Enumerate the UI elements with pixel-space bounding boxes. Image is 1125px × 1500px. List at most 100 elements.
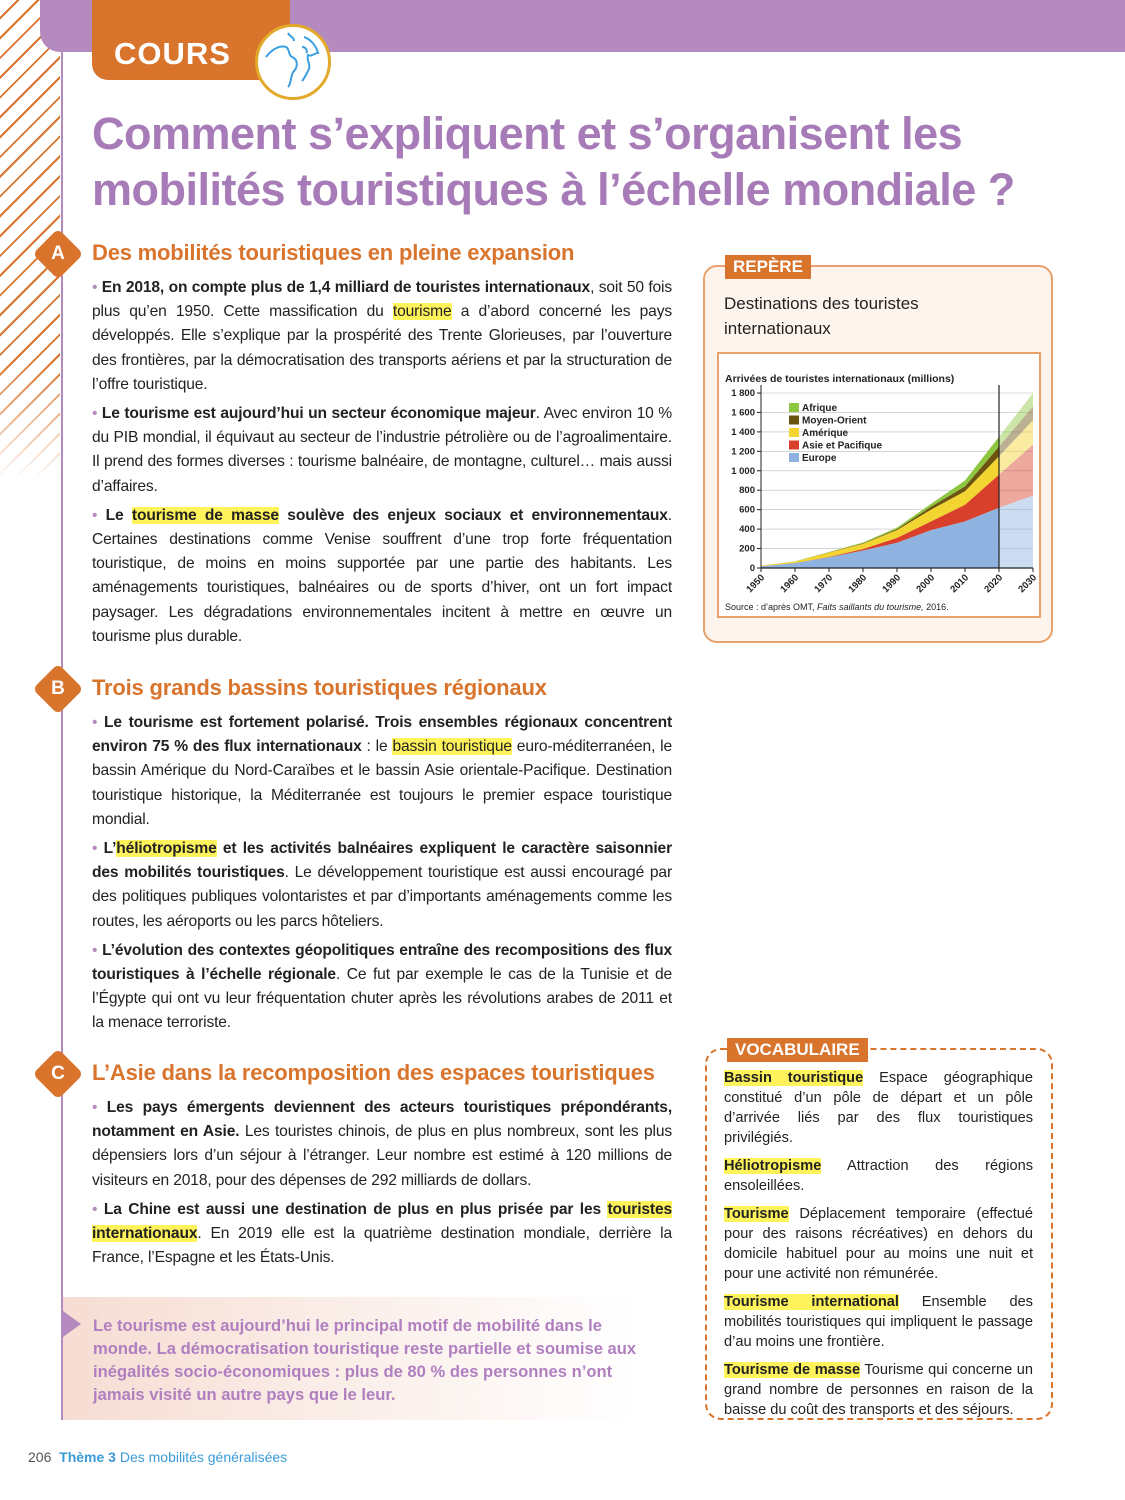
paragraph: • Le tourisme est fortement polarisé. Tr… [92,711,672,832]
x-tick-label: 1970 [812,572,835,595]
text-segment: . Le développement touristique est aussi… [92,864,672,930]
y-tick-label: 1 400 [731,427,755,438]
projection-area-afrique [999,393,1033,447]
x-tick-label: 2010 [948,572,971,595]
vocabulary-item: Tourisme international Ensemble des mobi… [724,1292,1033,1352]
paragraph: • En 2018, on compte plus de 1,4 milliar… [92,276,672,397]
x-tick-label: 1960 [778,572,801,595]
vocabulary-definition: Déplacement temporaire (effectué pour de… [724,1206,1033,1282]
text-segment: . Avec environ 10 % du PIB mondial, il é… [92,405,672,495]
text-segment: : le [361,738,393,756]
text-segment: euro-méditerranéen, le bassin Amérique d… [92,738,673,828]
vocabulary-definition: Espace géographique constitué d’un pôle … [724,1070,1033,1146]
bullet-icon: • [92,714,104,731]
projection-area-am-rique [999,420,1033,475]
bullet-icon: • [92,279,102,296]
text-segment: . En 2019 elle est la quatrième destinat… [92,1225,672,1267]
bullet-icon: • [92,405,102,423]
text-segment: Les touristes chinois, de plus en plus n… [92,1123,672,1189]
highlighted-term: tourisme de masse [131,506,279,524]
vocabulary-item: Tourisme Déplacement temporaire (effectu… [724,1204,1033,1284]
highlighted-term: tourisme [392,303,452,321]
vocabulary-box: VOCABULAIRE Bassin touristique Espace gé… [705,1038,1053,1420]
legend-label: Moyen-Orient [802,416,867,427]
triangle-icon [63,1311,81,1337]
page-number: 206 [28,1449,52,1465]
source-part: Faits saillants du tourisme, [817,602,924,612]
section-letter-badge: C [32,1048,84,1100]
text-segment: Le tourisme est aujourd’hui un secteur é… [101,405,536,423]
legend-swatch [789,453,799,462]
vocabulary-term: Tourisme international [724,1294,899,1310]
y-tick-label: 1 600 [731,407,755,418]
bullet-icon: • [92,506,106,524]
text-segment: , soit 50 fois plus qu’en 1950. Cette ma… [92,279,672,321]
vocabulary-definition: Tourisme qui concerne un grand nombre de… [724,1362,1033,1418]
theme-subtitle: Des mobilités généralisées [119,1449,288,1465]
legend-label: Europe [802,453,837,464]
text-segment: . Ce fut par exemple le cas de la Tunisi… [92,966,672,1032]
repere-box: REPÈRE Destinations des touristes intern… [703,255,1053,643]
area-am-rique [761,456,999,567]
vocabulary-term: Tourisme [724,1206,789,1222]
conclusion-text: Le tourisme est aujourd’hui le principal… [93,1316,637,1404]
section-a: Des mobilités touristiques en pleine exp… [32,228,672,654]
text-segment: a d’abord concerné les pays développés. … [92,303,672,393]
highlighted-term: bassin touristique [392,738,512,756]
section-heading: Trois grands bassins touristiques région… [32,663,672,715]
y-tick-label: 800 [739,485,755,496]
paragraph: • Le tourisme de masse soulève des enjeu… [92,504,672,649]
vocabulary-definition: Attraction des régions ensoleillées. [724,1158,1033,1194]
x-tick-label: 2020 [982,572,1005,595]
legend-label: Afrique [802,403,837,414]
legend-label: Amérique [802,428,849,439]
x-tick-label: 1980 [846,572,869,595]
chart-source: Source : d’après OMT, Faits saillants du… [725,602,949,612]
vocabulary-definition: Ensemble des mobilités touristiques qui … [724,1294,1033,1350]
text-segment: et les activités balnéaires expliquent l… [92,840,672,882]
globe-icon [255,24,331,100]
vocabulary-item: Bassin touristique Espace géographique c… [724,1068,1033,1148]
y-tick-label: 200 [739,544,755,555]
chart-title: Arrivées de touristes internationaux (mi… [725,373,954,385]
conclusion-box: Le tourisme est aujourd’hui le principal… [63,1297,665,1420]
vocabulary-item: Héliotropisme Attraction des régions ens… [724,1156,1033,1196]
x-tick-label: 2000 [914,572,937,595]
legend-swatch [789,428,799,437]
y-tick-label: 0 [750,563,755,574]
x-tick-label: 2030 [1016,572,1039,595]
bullet-icon: • [92,941,103,959]
x-tick-label: 1990 [880,572,903,595]
section-c: L’Asie dans la recomposition des espaces… [32,1048,672,1275]
paragraph: • L’héliotropisme et les activités balné… [92,837,672,934]
vocabulary-item: Tourisme de masse Tourisme qui concerne … [724,1360,1033,1420]
text-segment: En 2018, on compte plus de 1,4 milliard … [101,279,591,296]
section-heading: Des mobilités touristiques en pleine exp… [32,228,672,280]
section-letter: C [51,1063,65,1084]
bullet-icon: • [92,1200,104,1218]
title-line-1: Comment s’expliquent et s’organisent les [92,108,963,159]
theme-label: Thème 3 [59,1449,116,1465]
y-tick-label: 600 [739,505,755,516]
source-part: 2016. [924,602,949,612]
legend-swatch [789,440,799,450]
vocabulary-tag: VOCABULAIRE [727,1038,868,1062]
margin-line [61,52,63,1420]
footer: 206 Thème 3 Des mobilités généralisées [28,1449,287,1465]
legend-swatch [789,415,799,425]
text-segment: Le [105,506,132,524]
repere-title: Destinations des touristes internationau… [724,294,919,338]
projection-area-asie-et-pacifique [999,444,1033,508]
text-segment: L’évolution des contextes géopolitiques … [92,941,672,984]
section-letter: B [51,678,65,699]
text-segment: L’ [103,840,117,858]
x-tick-label: 1950 [744,572,767,595]
text-segment: Les pays émergents deviennent des acteur… [92,1099,672,1141]
area-europe [761,507,999,568]
y-tick-label: 1 200 [731,446,755,457]
repere-tag: REPÈRE [725,255,811,279]
section-b: Trois grands bassins touristiques région… [32,663,672,1041]
section-heading: L’Asie dans la recomposition des espaces… [32,1048,672,1100]
y-tick-label: 400 [739,524,755,535]
text-segment: . Certaines destinations comme Venise so… [92,506,672,645]
